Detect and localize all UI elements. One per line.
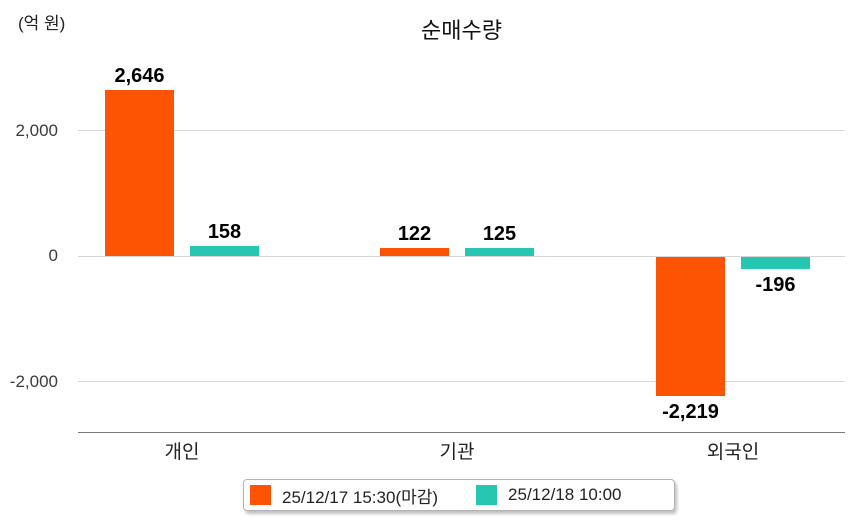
- value-label: 122: [397, 223, 432, 246]
- bar-series1-cat1: [105, 89, 174, 256]
- gridline: [78, 130, 845, 131]
- legend-label: 25/12/18 10:00: [508, 485, 622, 504]
- value-label: -196: [755, 274, 796, 297]
- value-label: -2,219: [662, 401, 719, 424]
- category-label: 개인: [164, 442, 200, 463]
- bar-series1-cat3: [656, 257, 725, 397]
- gridline: [78, 255, 845, 257]
- legend: 25/12/17 15:30(마감) 25/12/18 10:00: [243, 479, 675, 511]
- value-label: 125: [482, 223, 517, 246]
- bar-series1-cat2: [380, 248, 449, 256]
- y-axis-tick-label: 0: [48, 246, 58, 265]
- bar-series2-cat2: [465, 248, 534, 256]
- legend-swatch: [476, 485, 498, 505]
- x-axis-line: [78, 432, 845, 433]
- gridline: [78, 381, 845, 382]
- bar-series2-cat1: [190, 246, 259, 256]
- y-axis-unit-label: (억 원): [18, 14, 66, 33]
- legend-item-2: 25/12/18 10:00: [476, 485, 622, 505]
- value-label: 158: [207, 221, 242, 244]
- legend-swatch: [250, 485, 271, 505]
- bar-series2-cat3: [741, 257, 810, 270]
- y-axis-tick-label: -2,000: [9, 371, 58, 391]
- legend-label: 25/12/17 15:30(마감): [282, 487, 439, 507]
- value-label: 2,646: [114, 64, 165, 87]
- y-axis-tick-label: 2,000: [15, 120, 58, 140]
- legend-item-1: 25/12/17 15:30(마감): [250, 483, 438, 508]
- category-label: 외국인: [706, 442, 760, 463]
- chart-title: 순매수량: [421, 18, 502, 43]
- category-label: 기관: [439, 442, 475, 463]
